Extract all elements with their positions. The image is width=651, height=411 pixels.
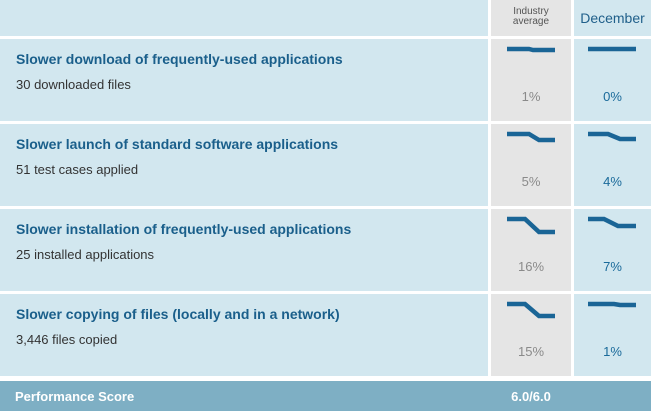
performance-score-label: Performance Score: [15, 389, 135, 404]
trend-line: [588, 131, 636, 142]
industry-trend-launch: [507, 131, 555, 143]
december-cell-download: [574, 39, 651, 121]
industry-value: 15%: [517, 344, 545, 359]
trend-line: [588, 216, 636, 229]
december-value: 4%: [603, 174, 622, 189]
industry-value: 5%: [521, 174, 541, 189]
metric-title: Slower installation of frequently-used a…: [16, 221, 352, 237]
trend-line: [588, 301, 636, 308]
metric-row-download: [0, 39, 488, 121]
industry-cell-download: [491, 39, 571, 121]
trend-line: [507, 46, 555, 53]
trend-line: [507, 216, 555, 235]
metric-row-launch: [0, 124, 488, 206]
industry-trend-download: [507, 46, 555, 53]
december-value: 0%: [603, 89, 622, 104]
december-value: 1%: [603, 344, 622, 359]
trend-line: [507, 301, 555, 319]
header-left-cell: [0, 0, 488, 36]
metric-row-installation: [0, 209, 488, 291]
header-industry-cell: [491, 0, 571, 36]
trend-line: [507, 131, 555, 143]
metric-subtitle: 51 test cases applied: [16, 162, 139, 177]
industry-value: 1%: [521, 89, 541, 104]
industry-trend-copying: [507, 301, 555, 319]
industry-trend-installation: [507, 216, 555, 235]
december-trend-copying: [588, 301, 636, 308]
december-trend-download: [588, 46, 636, 52]
december-cell-copying: [574, 294, 651, 376]
metric-title: Slower download of frequently-used appli…: [16, 51, 343, 67]
industry-average-heading: Industry average: [512, 6, 550, 27]
december-heading: December: [580, 10, 645, 26]
metric-subtitle: 30 downloaded files: [16, 77, 131, 92]
metric-subtitle: 3,446 files copied: [16, 332, 118, 347]
performance-score-bar: [0, 381, 651, 411]
performance-score-value: 6.0/6.0: [511, 389, 551, 404]
december-trend-installation: [588, 216, 636, 229]
december-trend-launch: [588, 131, 636, 142]
december-value: 7%: [603, 259, 622, 274]
metric-title: Slower copying of files (locally and in …: [16, 306, 340, 322]
metric-title: Slower launch of standard software appli…: [16, 136, 339, 152]
header-december-cell: [574, 0, 651, 36]
metric-row-copying: [0, 294, 488, 376]
metric-subtitle: 25 installed applications: [16, 247, 155, 262]
industry-value: 16%: [517, 259, 545, 274]
